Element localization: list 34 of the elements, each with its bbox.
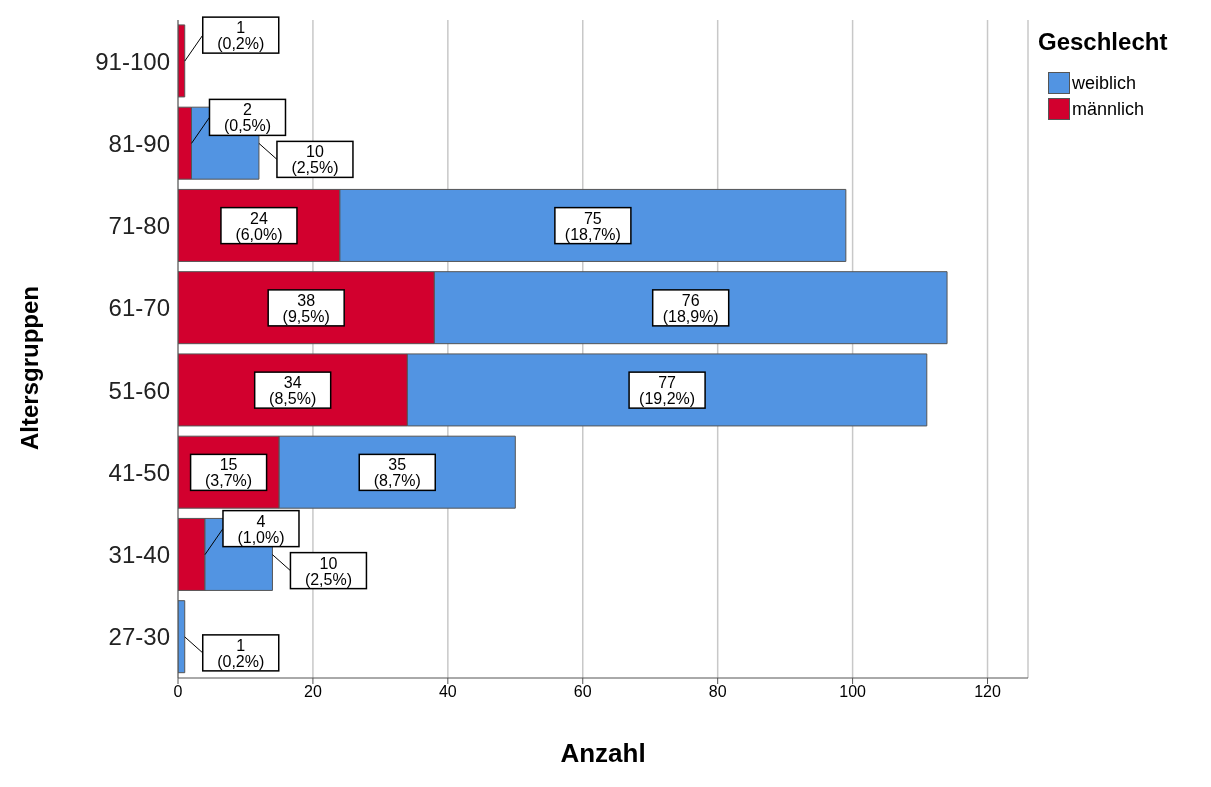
- data-label: 34 (8,5%): [269, 374, 317, 408]
- data-label: 75 (18,7%): [564, 209, 621, 243]
- y-tick-label: 51-60: [108, 376, 170, 404]
- legend-title: Geschlecht: [1038, 28, 1168, 56]
- data-label: 77 (19,2%): [639, 374, 696, 408]
- x-tick-label: 40: [438, 683, 457, 701]
- x-tick-label: 120: [974, 683, 1001, 701]
- y-axis-title: Altersgruppen: [16, 285, 44, 451]
- y-tick-label: 81-90: [108, 129, 170, 157]
- data-label: 10 (2,5%): [291, 143, 339, 177]
- legend-label: weiblich: [1071, 71, 1138, 95]
- y-tick-label: 91-100: [95, 47, 170, 75]
- data-label: 4 (1,0%): [237, 512, 285, 546]
- data-label: 2 (0,5%): [223, 101, 272, 135]
- y-tick-label: 61-70: [108, 294, 170, 322]
- y-tick-label: 71-80: [108, 212, 170, 240]
- legend-label: männlich: [1071, 97, 1146, 121]
- data-label: 15 (3,7%): [205, 456, 253, 490]
- x-tick-label: 60: [573, 683, 592, 701]
- x-tick-label: 20: [304, 683, 322, 701]
- data-label: 24 (6,0%): [235, 209, 283, 243]
- x-axis-title: Anzahl: [559, 738, 647, 769]
- y-tick-label: 27-30: [108, 623, 170, 651]
- data-label: 1 (0,2%): [217, 19, 265, 53]
- y-tick-label: 31-40: [108, 541, 170, 569]
- data-label: 1 (0,2%): [217, 636, 265, 670]
- data-label: 35 (8,7%): [373, 456, 421, 490]
- x-tick-label: 100: [839, 683, 867, 701]
- y-tick-label: 41-50: [108, 458, 170, 486]
- x-tick-label: 0: [173, 683, 183, 701]
- data-label: 10 (2,5%): [304, 554, 353, 588]
- data-label: 38 (9,5%): [282, 291, 330, 325]
- x-tick-label: 80: [708, 683, 727, 701]
- data-label: 76 (18,9%): [662, 291, 719, 325]
